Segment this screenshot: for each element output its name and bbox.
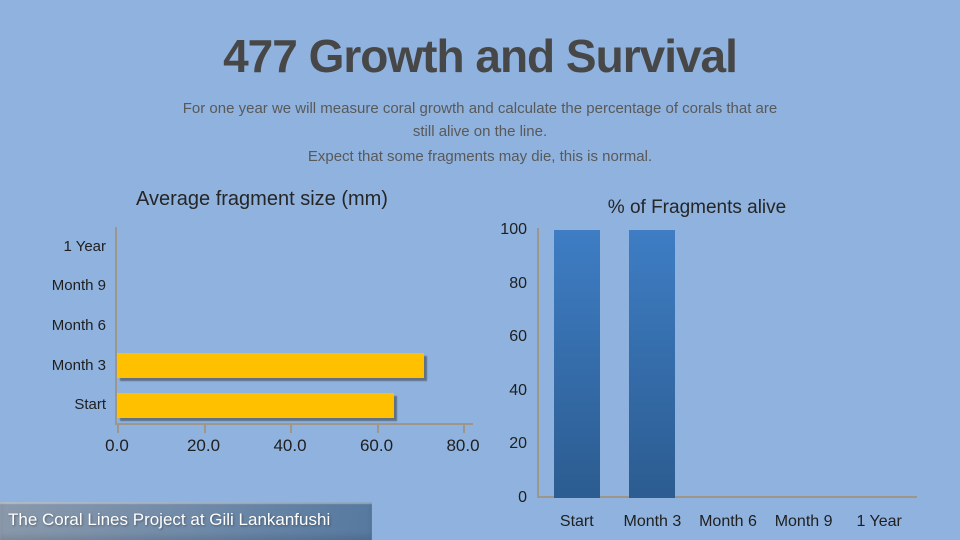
- subtitle-line-3: Expect that some fragments may die, this…: [307, 148, 653, 165]
- hbar-category-label-1: Month 9: [51, 277, 106, 295]
- x-axis-tick-label-2: 40.0: [273, 436, 307, 455]
- fragment-size-chart-title: Average fragment size (mm): [136, 188, 388, 210]
- fragment-size-bar-4: [117, 392, 394, 418]
- x-axis-tick-label-4: 80.0: [446, 436, 480, 455]
- fragments-alive-bar-1: [629, 230, 676, 498]
- page-title: 477 Growth and Survival: [223, 30, 738, 82]
- y-axis-tick-label-5: 100: [500, 221, 527, 238]
- vbar-category-label-4: 1 Year: [856, 513, 902, 530]
- x-axis-tick-label-1: 20.0: [186, 436, 221, 455]
- subtitle-line-1: For one year we will measure coral growt…: [182, 100, 778, 117]
- y-axis-tick-label-3: 60: [509, 328, 527, 346]
- fragment-size-bar-3: [117, 353, 425, 379]
- fragments-alive-plot-area: [537, 228, 917, 498]
- x-axis-tick-1: [203, 425, 206, 433]
- x-axis-tick-3: [376, 425, 379, 433]
- fragments-alive-chart-title: % of Fragments alive: [607, 197, 787, 218]
- fragments-alive-bar-0: [553, 230, 600, 498]
- y-axis-tick-label-2: 40: [509, 381, 527, 399]
- y-axis-tick-label-1: 20: [509, 435, 527, 453]
- x-axis-tick-4: [463, 425, 465, 433]
- hbar-category-label-2: Month 6: [51, 317, 106, 334]
- y-axis-tick-label-0: 0: [518, 489, 527, 506]
- x-axis-tick-2: [290, 425, 292, 433]
- x-axis-tick-label-3: 60.0: [359, 436, 394, 455]
- hbar-category-label-3: Month 3: [51, 356, 106, 374]
- hbar-category-label-0: 1 Year: [63, 237, 106, 255]
- x-axis-tick-0: [117, 425, 119, 433]
- hbar-category-label-4: Start: [74, 396, 106, 414]
- subtitle-line-2: still alive on the line.: [412, 123, 548, 140]
- vbar-category-label-0: Start: [559, 513, 594, 530]
- fragment-size-plot-area: [115, 227, 473, 425]
- vbar-category-label-2: Month 6: [699, 513, 757, 530]
- vbar-category-label-1: Month 3: [623, 513, 682, 530]
- x-axis-tick-label-0: 0.0: [105, 436, 129, 455]
- footer-banner: The Coral Lines Project at Gili Lankanfu…: [0, 502, 372, 540]
- footer-text: The Coral Lines Project at Gili Lankanfu…: [8, 510, 331, 529]
- vbar-category-label-3: Month 9: [774, 513, 833, 530]
- y-axis-tick-label-4: 80: [509, 274, 527, 292]
